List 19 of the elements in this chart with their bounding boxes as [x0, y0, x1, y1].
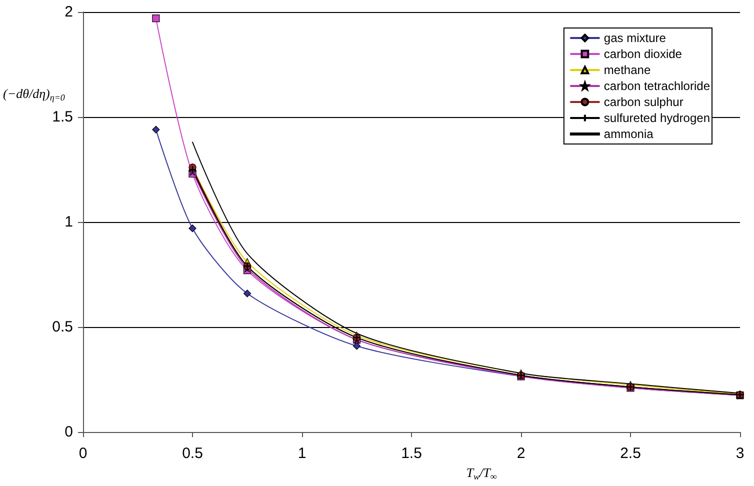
- legend-label: carbon sulphur: [604, 95, 684, 109]
- y-tick-label: 2: [64, 4, 73, 20]
- x-tick-label: 1.5: [401, 445, 422, 462]
- legend-label: methane: [604, 63, 651, 77]
- legend-label: carbon tetrachloride: [604, 79, 710, 93]
- x-tick-label: 2.5: [620, 445, 641, 462]
- x-tick-label: 0: [78, 445, 88, 462]
- x-tick-label: 2: [516, 445, 526, 462]
- y-tick-label: 0: [64, 424, 73, 441]
- legend-label: ammonia: [604, 127, 654, 141]
- legend-label: gas mixture: [604, 31, 666, 45]
- y-tick-label: 1.5: [52, 108, 73, 126]
- y-tick-label: 0.5: [52, 318, 73, 336]
- x-tick-label: 0.5: [182, 445, 203, 462]
- x-tick-label: 1: [298, 445, 306, 462]
- legend-label: carbon dioxide: [604, 47, 682, 61]
- x-tick-label: 3: [736, 445, 744, 462]
- y-tick-label: 1: [64, 214, 73, 231]
- legend-label: sulfureted hydrogen: [604, 111, 710, 125]
